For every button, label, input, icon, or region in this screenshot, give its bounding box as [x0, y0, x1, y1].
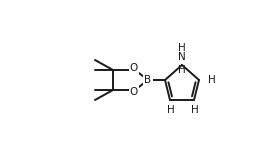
Text: O: O: [130, 63, 138, 73]
Text: H: H: [178, 43, 186, 53]
Text: N: N: [178, 52, 186, 62]
Text: B: B: [144, 75, 152, 85]
Text: H: H: [167, 105, 175, 115]
Text: H: H: [191, 105, 199, 115]
Text: H: H: [208, 75, 216, 85]
Text: H: H: [178, 65, 186, 75]
Text: O: O: [130, 87, 138, 97]
